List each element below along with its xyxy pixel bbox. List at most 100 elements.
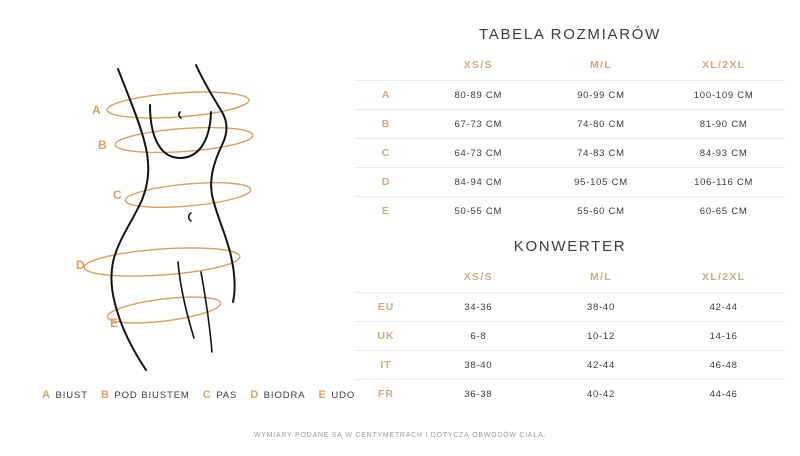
- size-cell-a-xs-s: 80-89 CM: [454, 89, 503, 101]
- converter-table-header-xl-2xl: XL/2XL: [701, 271, 746, 283]
- size-row-label-b: B: [381, 118, 391, 130]
- figure-labels: A B C D E: [76, 103, 122, 330]
- converter-row-label-uk: UK: [377, 330, 395, 342]
- size-table-header-corner: [355, 59, 417, 81]
- female-torso-measurement-diagram: A B C D E: [76, 64, 254, 371]
- front-contour: [195, 64, 236, 303]
- converter-cell-eu-xl-2xl: 42-44: [709, 301, 738, 313]
- legend-key-a: A: [42, 389, 51, 401]
- size-cell-c-xl-2xl: 84-93 CM: [699, 147, 748, 159]
- table-row: A 80-89 CM 90-99 CM 100-109 CM: [355, 80, 785, 110]
- legend-key-b: B: [100, 389, 110, 401]
- legend-text-a: BIUST: [55, 390, 88, 401]
- size-cell-d-xl-2xl: 106-116 CM: [694, 176, 754, 188]
- figure-label-e: E: [110, 316, 119, 330]
- table-row: D 84-94 CM 95-105 CM 106-116 CM: [355, 167, 785, 197]
- size-cell-a-xl-2xl: 100-109 CM: [693, 89, 754, 101]
- converter-cell-fr-xs-s: 36-38: [464, 388, 493, 400]
- converter-row-label-fr: FR: [378, 388, 394, 400]
- figure-label-b: B: [98, 138, 107, 152]
- size-table-header-xl-2xl: XL/2XL: [701, 59, 746, 71]
- legend-item-c: C PAS: [203, 389, 237, 401]
- measurement-rings: [83, 91, 254, 324]
- ring-c: [124, 182, 252, 208]
- converter-table: XS/S M/L XL/2XL EU 34-36 38-40 42-44 UK …: [355, 271, 785, 408]
- size-cell-d-m-l: 95-105 CM: [574, 176, 628, 188]
- table-row: IT 38-40 42-44 46-48: [355, 350, 785, 380]
- legend-key-e: E: [318, 389, 327, 401]
- legend-key-d: D: [250, 389, 259, 401]
- converter-cell-eu-xs-s: 34-36: [464, 301, 493, 313]
- size-cell-b-m-l: 74-80 CM: [577, 118, 625, 130]
- converter-table-block: KONWERTER XS/S M/L XL/2XL EU 34-36 38-40…: [355, 238, 785, 408]
- ring-e: [106, 296, 222, 324]
- legend-key-c: C: [202, 389, 212, 401]
- converter-cell-uk-xl-2xl: 14-16: [709, 330, 738, 342]
- table-row: FR 36-38 40-42 44-46: [355, 379, 785, 409]
- measurement-legend: A BIUST B POD BIUSTEM C PAS D BIODRA E U…: [42, 389, 355, 401]
- legend-text-d: BIODRA: [263, 390, 306, 401]
- table-row: C 64-73 CM 74-83 CM 84-93 CM: [355, 138, 785, 168]
- size-table-block: TABELA ROZMIARÓW XS/S M/L XL/2XL A 80-89…: [355, 26, 785, 225]
- bust-mark: [178, 111, 182, 119]
- footer-note: WYMIARY PODANE SĄ W CENTYMETRACH I DOTYC…: [253, 432, 547, 439]
- size-cell-b-xl-2xl: 81-90 CM: [699, 118, 748, 130]
- converter-table-header-corner: [355, 271, 417, 293]
- legend-item-e: E UDO: [319, 389, 356, 401]
- size-cell-e-m-l: 55-60 CM: [577, 205, 625, 217]
- ring-d: [83, 247, 241, 277]
- size-table-header-row: XS/S M/L XL/2XL: [355, 59, 785, 81]
- converter-table-title: KONWERTER: [513, 238, 627, 255]
- size-row-label-a: A: [381, 89, 391, 101]
- table-row: EU 34-36 38-40 42-44: [355, 292, 785, 322]
- size-cell-c-xs-s: 64-73 CM: [454, 147, 503, 159]
- size-table-title: TABELA ROZMIARÓW: [479, 26, 661, 43]
- converter-cell-it-xl-2xl: 46-48: [709, 359, 738, 371]
- converter-row-label-it: IT: [380, 359, 392, 371]
- converter-cell-it-m-l: 42-44: [586, 359, 616, 371]
- converter-table-header-xs-s: XS/S: [463, 271, 493, 283]
- converter-row-label-eu: EU: [377, 301, 395, 313]
- leg-line: [200, 271, 213, 353]
- navel-mark: [187, 212, 192, 222]
- converter-table-header-m-l: M/L: [589, 271, 612, 283]
- size-cell-d-xs-s: 84-94 CM: [454, 176, 503, 188]
- legend-text-c: PAS: [216, 390, 238, 401]
- converter-cell-it-xs-s: 38-40: [464, 359, 493, 371]
- legend-text-e: UDO: [331, 390, 356, 401]
- size-cell-b-xs-s: 67-73 CM: [454, 118, 503, 130]
- figure-label-a: A: [92, 103, 101, 117]
- size-cell-e-xs-s: 50-55 CM: [454, 205, 503, 217]
- legend-item-b: B POD BIUSTEM: [101, 389, 190, 401]
- size-cell-c-m-l: 74-83 CM: [577, 147, 625, 159]
- ring-b: [114, 126, 254, 154]
- legend-item-d: D BIODRA: [250, 389, 305, 401]
- body-measurement-figure: A B C D E: [0, 0, 340, 420]
- table-row: B 67-73 CM 74-80 CM 81-90 CM: [355, 109, 785, 139]
- size-cell-e-xl-2xl: 60-65 CM: [699, 205, 748, 217]
- table-row: E 50-55 CM 55-60 CM 60-65 CM: [355, 196, 785, 226]
- body-outline: [110, 64, 236, 371]
- figure-label-d: D: [76, 258, 85, 272]
- size-table-header-xs-s: XS/S: [463, 59, 493, 71]
- legend-item-a: A BIUST: [42, 389, 88, 401]
- size-table-header-m-l: M/L: [589, 59, 612, 71]
- figure-label-c: C: [113, 188, 122, 202]
- converter-cell-fr-xl-2xl: 44-46: [709, 388, 738, 400]
- size-row-label-c: C: [381, 147, 391, 159]
- table-row: UK 6-8 10-12 14-16: [355, 321, 785, 351]
- size-row-label-d: D: [381, 176, 391, 188]
- converter-table-header-row: XS/S M/L XL/2XL: [355, 271, 785, 293]
- size-row-label-e: E: [381, 205, 390, 217]
- converter-cell-fr-m-l: 40-42: [586, 388, 616, 400]
- back-contour: [110, 68, 150, 371]
- converter-cell-uk-xs-s: 6-8: [470, 330, 487, 342]
- size-table: XS/S M/L XL/2XL A 80-89 CM 90-99 CM 100-…: [355, 59, 785, 225]
- size-cell-a-m-l: 90-99 CM: [577, 89, 625, 101]
- legend-text-b: POD BIUSTEM: [114, 390, 190, 401]
- converter-cell-uk-m-l: 10-12: [586, 330, 616, 342]
- inner-thigh-line: [177, 261, 195, 339]
- converter-cell-eu-m-l: 38-40: [586, 301, 616, 313]
- bust-curve: [149, 104, 212, 160]
